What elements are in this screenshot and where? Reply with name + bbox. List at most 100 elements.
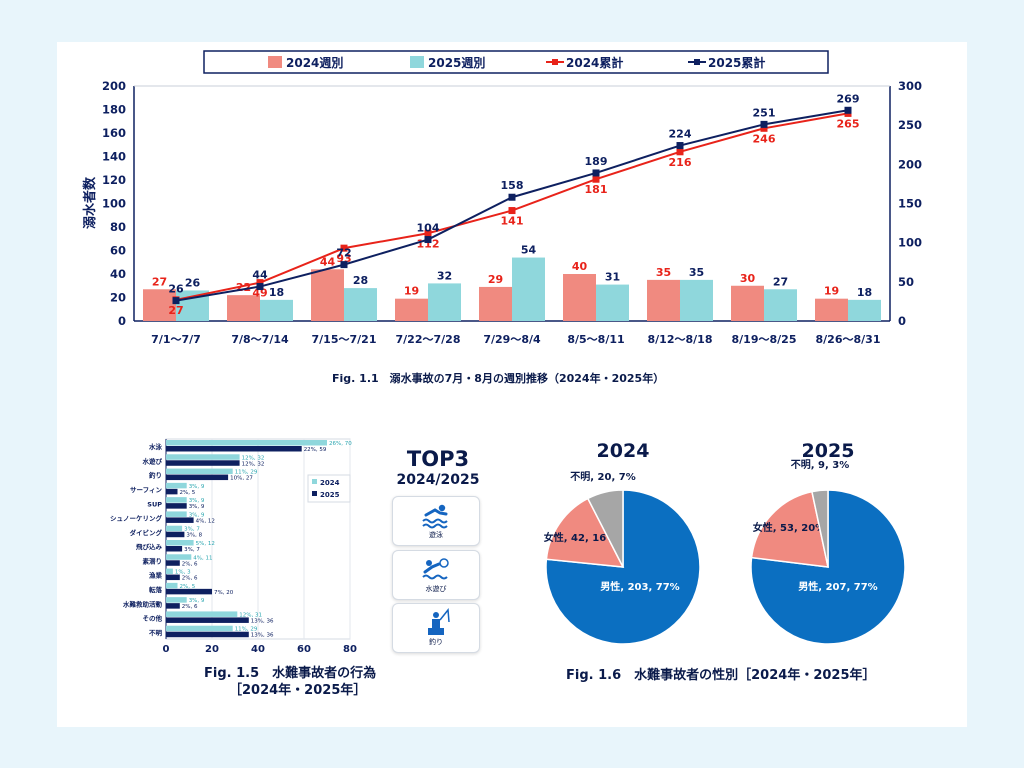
fig15-bar-2025	[166, 446, 302, 452]
fig16-slice-2024-女性	[545, 497, 625, 568]
fig15-bar-2024	[166, 582, 178, 589]
fig15-category-label: シュノーケリング	[110, 514, 163, 523]
fig11-bar-label-2024: 19	[824, 285, 839, 298]
fig11-point-label-2025累計: 26	[168, 283, 184, 296]
fig15-bar-2024	[166, 454, 240, 460]
fig11-xtick: 7/8〜7/14	[231, 333, 289, 346]
fig11-bar-label-2024: 44	[320, 255, 336, 268]
top3-panel: TOP3 2024/2025	[388, 448, 488, 490]
fig15-bar-2024	[166, 554, 192, 560]
fig11-bar-2025	[848, 299, 881, 321]
fig15-xtick: 40	[251, 644, 265, 655]
fig15-bar-2025	[166, 588, 212, 595]
fig11-point-label-2024累計: 141	[501, 215, 524, 228]
top3-tile-water-play: 水遊び	[392, 550, 480, 600]
fig15-xtick: 20	[205, 644, 219, 655]
fig11-bar-2024	[143, 289, 176, 321]
fig16-slice-label-2024: 男性, 203, 77%	[600, 580, 679, 593]
fig11-point-label-2024累計: 246	[753, 132, 776, 145]
fig15-xtick: 0	[163, 644, 170, 655]
fig15-bar-label-2024: 3%, 9	[189, 484, 205, 490]
fig11-point-label-2024累計: 216	[669, 156, 692, 169]
fig15-bar-2024	[166, 611, 238, 617]
fig11-bar-2024	[311, 269, 344, 321]
fig11-xtick: 8/12〜8/18	[648, 333, 713, 346]
fig11-ytick-right: 250	[898, 118, 922, 132]
fig11-bar-label-2025: 54	[521, 244, 537, 257]
fig11-point-2025累計	[844, 106, 852, 114]
fig11-point-2025累計	[760, 120, 768, 128]
fig11-point-2025累計	[424, 236, 432, 244]
fig11-ytick-right: 300	[898, 79, 922, 93]
fig11-point-2025累計	[592, 169, 600, 177]
fig15-category-label: 飛び込み	[135, 542, 163, 551]
fig11-bar-2025	[680, 279, 713, 321]
fig11-bar-2025	[344, 288, 377, 321]
fig15-bar-2025	[166, 531, 185, 538]
fig11-xtick: 8/26〜8/31	[816, 333, 881, 346]
fig15-bar-2024	[166, 625, 233, 632]
fig15-xtick: 80	[343, 644, 357, 655]
fig15-bar-label-2024: 3%, 7	[184, 527, 200, 533]
fig11-bar-2024	[479, 286, 512, 321]
fig15-legend-swatch-1	[312, 491, 317, 496]
top3-tile-swimming: 遊泳	[392, 496, 480, 546]
fig11-bar-2024	[227, 295, 260, 321]
fig15-bar-label-2024: 12%, 32	[242, 455, 265, 461]
fig11-ylabel: 溺水者数	[82, 176, 98, 229]
fig15-bar-label-2024: 3%, 9	[189, 512, 205, 518]
fig15-category-label: サーフィン	[130, 486, 162, 494]
fig11-bar-2024	[731, 285, 764, 321]
fig11-xtick: 7/22〜7/28	[396, 333, 461, 346]
fig15-bar-label-2025: 2%, 6	[182, 576, 198, 582]
fig11-point-2024累計	[760, 124, 768, 132]
fig15-bar-label-2025: 12%, 32	[242, 461, 265, 467]
fig11-point-label-2024累計: 27	[168, 304, 183, 317]
fig15-bar-label-2025: 13%, 36	[251, 633, 274, 639]
fig11-ytick-left: 100	[102, 197, 126, 211]
fig15-bar-2025	[166, 617, 249, 623]
fig11-legend-label-3: 2025累計	[708, 55, 765, 70]
fig15-bar-label-2025: 2%, 5	[180, 490, 196, 496]
fig15-category-label: 水難救助活動	[123, 599, 163, 608]
fig11-bar-2024	[563, 274, 596, 321]
fig11-bar-2025	[512, 257, 545, 321]
fig11-bar-2025	[428, 283, 461, 321]
fig11-point-label-2024累計: 93	[336, 252, 351, 265]
fig11-point-label-2025累計: 44	[252, 269, 268, 282]
fig15-bar-label-2024: 3%, 9	[189, 598, 205, 604]
fig11-legend-box	[203, 50, 829, 74]
fig15-category-label: 素潜り	[143, 556, 163, 565]
fig11-bar-2025	[260, 299, 293, 321]
fig15-bar-2025	[166, 503, 187, 509]
fig11-point-2025累計	[676, 142, 684, 150]
fig11-bar-label-2025: 32	[437, 269, 452, 282]
swimming-icon	[422, 504, 448, 529]
fig11-bar-2024	[815, 298, 848, 321]
fig15-bar-label-2025: 3%, 8	[186, 533, 202, 539]
fig15-bar-2025	[166, 560, 180, 566]
fig11-point-2024累計	[508, 207, 516, 215]
fig11-ytick-right: 100	[898, 236, 922, 250]
fig11-xtick: 8/19〜8/25	[732, 333, 797, 346]
fig15-bar-label-2024: 5%, 12	[196, 541, 215, 547]
fig15-legend-label-0: 2024	[320, 479, 340, 487]
fig11-legend-marker-2	[552, 59, 558, 65]
fig11-xtick: 8/5〜8/11	[567, 333, 624, 346]
fig15-bar-label-2024: 11%, 29	[235, 470, 258, 476]
fig11-point-2025累計	[508, 193, 516, 201]
fig11-ytick-right: 150	[898, 197, 922, 211]
fig11-legend-label-1: 2025週別	[428, 55, 485, 70]
fig15-bar-2025	[166, 603, 180, 609]
fig15-bar-label-2025: 22%, 59	[304, 447, 327, 453]
fig15-category-label: 漁業	[149, 571, 163, 580]
fig16-slice-2025-不明	[811, 489, 829, 568]
fig11-xtick: 7/29〜8/4	[483, 333, 541, 346]
fig15-category-label: 不明	[149, 628, 163, 637]
fig15-category-label: 転落	[149, 585, 163, 594]
fig11-bar-label-2024: 40	[572, 260, 588, 273]
fig11-bar-label-2024: 29	[488, 273, 503, 286]
fig11-point-2024累計	[676, 148, 684, 156]
fig11-ytick-right: 0	[898, 314, 906, 328]
fig11-point-2024累計	[340, 244, 348, 252]
